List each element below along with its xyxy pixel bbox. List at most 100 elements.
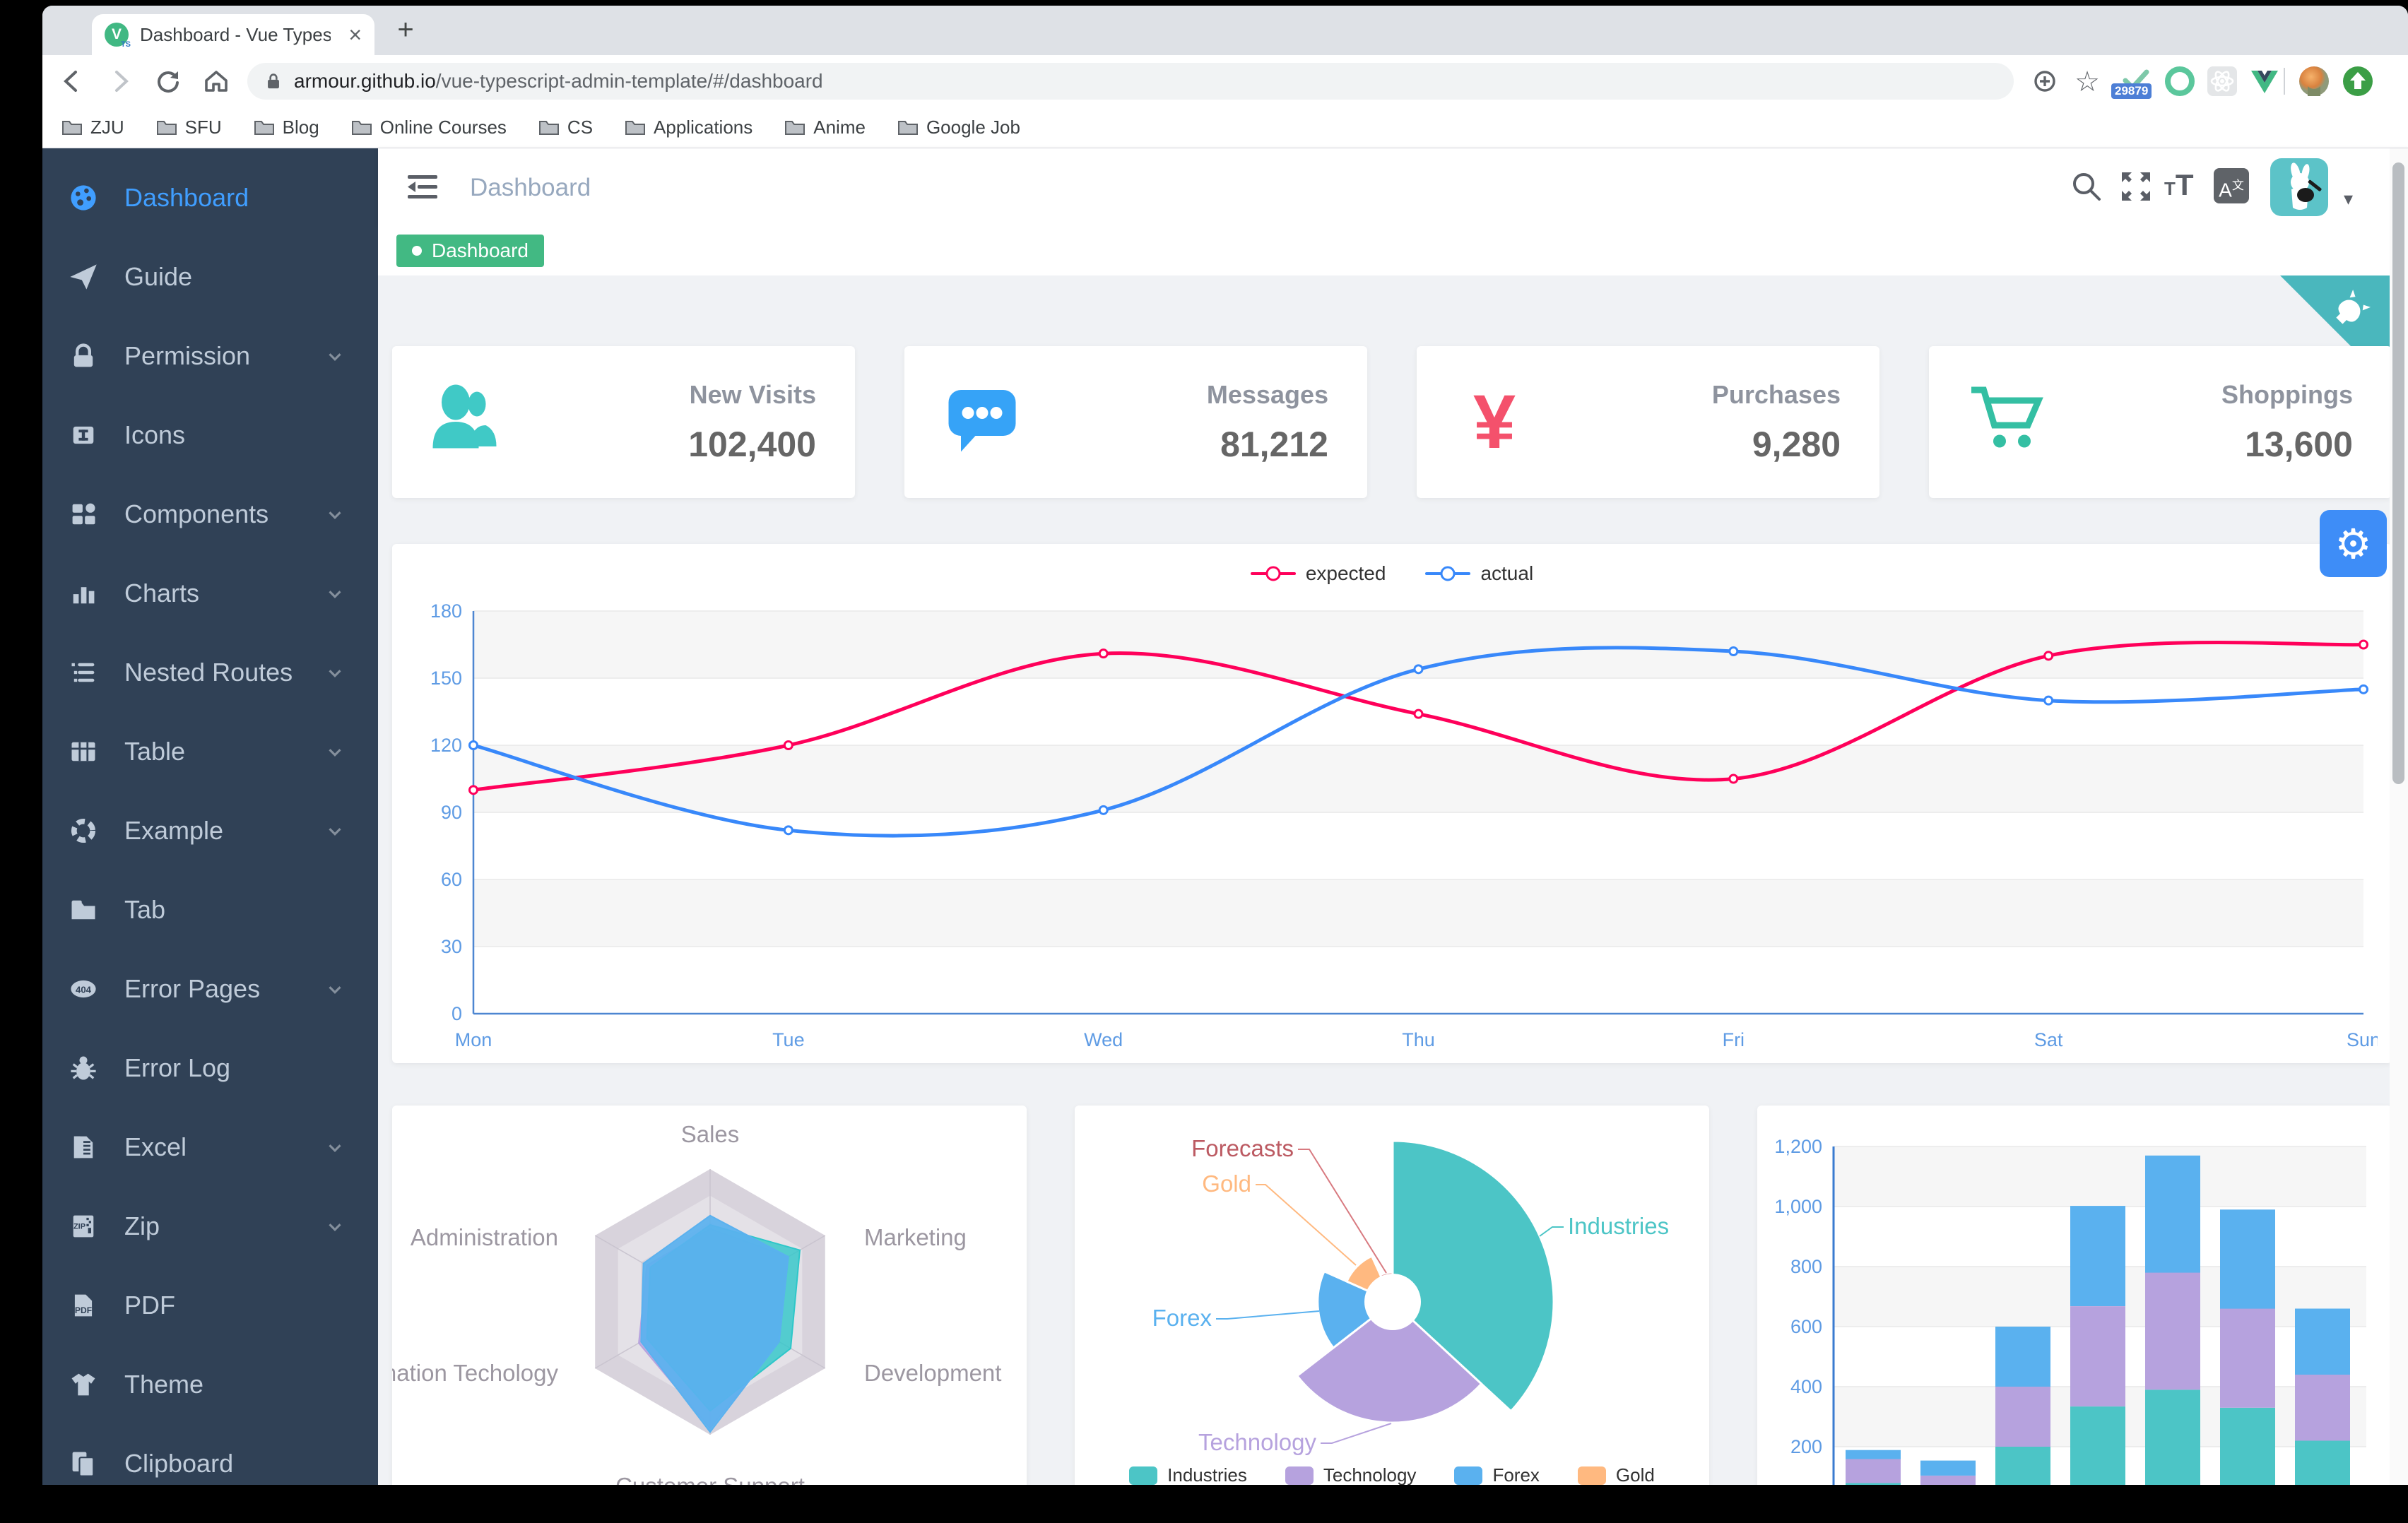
legend-item-forex[interactable]: Forex [1454,1464,1540,1485]
bookmark-cs[interactable]: CS [538,117,593,138]
scrollbar-thumb[interactable] [2392,162,2404,784]
guide-icon [68,261,99,292]
sidebar: Dashboard Guide Permission Icons Compone… [42,148,378,1485]
new-tab-button[interactable]: + [397,14,414,45]
legend-item-gold[interactable]: Gold [1577,1464,1655,1485]
upload-circle-icon[interactable] [2342,65,2374,97]
extension-check-icon[interactable]: 29879 [2111,65,2152,99]
sidebar-item-dashboard[interactable]: Dashboard [42,158,378,237]
tab-close-icon[interactable]: × [348,22,362,47]
sidebar-item-clipboard[interactable]: Clipboard [42,1424,378,1485]
svg-text:Gold: Gold [1202,1171,1251,1197]
text-size-icon[interactable]: TT [2164,168,2194,201]
svg-text:ZIP: ZIP [73,1222,85,1231]
extension-vue-icon[interactable] [2248,65,2281,97]
bookmark-blog[interactable]: Blog [254,117,319,138]
stacked-bar-chart[interactable]: 200 400 600 800 1,000 1,200 [1757,1106,2392,1485]
sidebar-item-zip[interactable]: ZIP Zip [42,1187,378,1266]
sidebar-item-table[interactable]: Table [42,712,378,791]
settings-gear-button[interactable]: ⚙ [2320,510,2387,577]
browser-tab[interactable]: VTS Dashboard - Vue Typescript Ad × [92,14,374,55]
extension-react-icon[interactable] [2206,65,2238,97]
legend-item-technology[interactable]: Technology [1285,1464,1416,1485]
fullscreen-icon[interactable] [2118,168,2154,205]
404-icon: 404 [68,973,99,1005]
svg-text:Mon: Mon [455,1029,492,1050]
legend-item-actual[interactable]: actual [1425,562,1533,585]
sidebar-item-excel[interactable]: Excel [42,1108,378,1187]
stat-card-shoppings[interactable]: Shoppings 13,600 [1929,346,2392,498]
home-icon[interactable] [201,66,232,97]
table-icon [68,736,99,767]
bookmark-sfu[interactable]: SFU [156,117,222,138]
icons-icon [68,420,99,451]
lock-icon [68,340,99,372]
svg-text:Sun: Sun [2347,1029,2378,1050]
forward-icon[interactable] [105,66,136,97]
bookmark-star-icon[interactable]: ☆ [2074,66,2100,97]
lock-icon [268,73,279,89]
tag-dashboard[interactable]: Dashboard [396,235,544,267]
sidebar-item-error-log[interactable]: Error Log [42,1029,378,1108]
breadcrumb[interactable]: Dashboard [470,174,591,201]
legend-marker-expected [1250,566,1296,581]
svg-text:120: 120 [430,735,462,756]
toolbar-separator [2284,68,2285,95]
sidebar-item-guide[interactable]: Guide [42,237,378,316]
sidebar-item-nested-routes[interactable]: Nested Routes [42,633,378,712]
bar-chart-card: 200 400 600 800 1,000 1,200 [1757,1106,2392,1485]
folder-icon [897,120,918,135]
profile-avatar[interactable] [2298,65,2330,97]
stat-card-new-visits[interactable]: New Visits 102,400 [392,346,855,498]
zip-icon: ZIP [68,1211,99,1242]
peoples-icon [431,383,509,461]
bookmark-zju[interactable]: ZJU [62,117,124,138]
nested-list-icon [68,657,99,688]
chevron-down-icon [329,986,341,994]
bookmark-google-job[interactable]: Google Job [897,117,1020,138]
svg-text:Technology: Technology [1198,1429,1316,1455]
sidebar-item-permission[interactable]: Permission [42,316,378,396]
legend-item-expected[interactable]: expected [1250,562,1386,585]
bug-icon [68,1053,99,1084]
bookmark-applications[interactable]: Applications [625,117,752,138]
sidebar-item-pdf[interactable]: PDF PDF [42,1266,378,1345]
sidebar-item-theme[interactable]: Theme [42,1345,378,1424]
sidebar-toggle-icon[interactable] [402,167,443,208]
line-chart[interactable]: 0 30 60 90 120 150 180 Mon Tue Wed Thu Fri Sat Sun [406,600,2378,1060]
bookmark-anime[interactable]: Anime [785,117,866,138]
translate-icon[interactable]: A文 [2214,168,2249,203]
sidebar-item-error-pages[interactable]: 404 Error Pages [42,949,378,1029]
back-icon[interactable] [57,66,88,97]
stat-card-purchases[interactable]: ¥ Purchases 9,280 [1417,346,1879,498]
extension-circle-icon[interactable] [2164,65,2196,97]
sidebar-item-tab[interactable]: Tab [42,870,378,949]
svg-text:Sales: Sales [681,1121,740,1147]
svg-text:Sat: Sat [2034,1029,2063,1050]
line-chart-legend: expected actual [392,562,2392,585]
sidebar-item-icons[interactable]: Icons [42,396,378,475]
pdf-icon: PDF [68,1290,99,1321]
search-icon[interactable] [2068,168,2105,205]
zoom-install-icon[interactable] [2029,66,2060,97]
chevron-down-icon [329,828,341,836]
legend-swatch [1285,1466,1314,1485]
pie-chart[interactable]: Industries Technology Forex Gold Forecasts [1075,1106,1709,1485]
tags-view-bar: Dashboard [378,226,2408,276]
radar-chart[interactable]: Sales Marketing Development Customer Suppor… [392,1106,1027,1485]
address-bar[interactable]: armour.github.io/vue-typescript-admin-te… [247,63,2014,100]
legend-item-industries[interactable]: Industries [1129,1464,1247,1485]
avatar-caret-icon[interactable]: ▾ [2344,188,2354,209]
sidebar-item-charts[interactable]: Charts [42,554,378,633]
chevron-down-icon [329,670,341,677]
reload-icon[interactable] [153,66,184,97]
money-yen-icon: ¥ [1472,379,1516,464]
page-scrollbar[interactable] [2390,148,2408,1485]
sidebar-item-components[interactable]: Components [42,475,378,554]
stat-card-messages[interactable]: Messages 81,212 [904,346,1367,498]
sidebar-item-example[interactable]: Example [42,791,378,870]
user-avatar[interactable] [2270,158,2328,216]
stat-value: 102,400 [688,425,816,464]
browser-toolbar: armour.github.io/vue-typescript-admin-te… [42,55,2408,107]
bookmark-online-courses[interactable]: Online Courses [351,117,507,138]
